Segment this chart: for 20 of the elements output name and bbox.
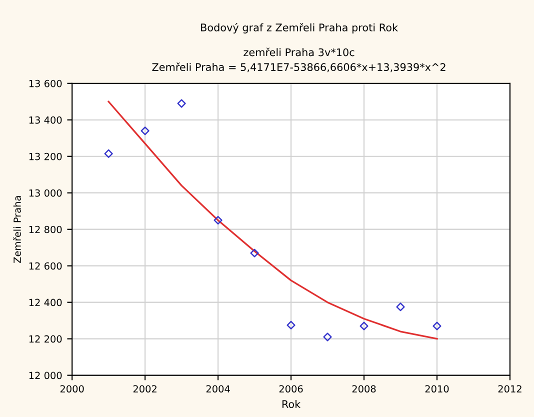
y-tick-label: 12 600	[29, 262, 62, 270]
x-tick-label: 2004	[206, 385, 230, 393]
chart-title: Bodový graf z Zemřeli Praha proti Rok	[201, 22, 398, 34]
y-tick-label: 13 200	[29, 152, 62, 160]
y-tick-label: 13 600	[29, 80, 62, 88]
chart-subtitle: zemřeli Praha 3v*10c Zemřeli Praha = 5,4171E7-53866,6606*x+13,3939*x^2	[152, 48, 446, 72]
x-tick-label: 2012	[498, 385, 522, 393]
y-tick-label: 13 400	[29, 116, 62, 124]
y-tick-label: 12 000	[29, 372, 62, 380]
x-tick-label: 2000	[60, 385, 84, 393]
y-tick-label: 12 400	[29, 298, 62, 306]
x-axis-title: Rok	[282, 400, 301, 408]
y-tick-label: 13 000	[29, 189, 62, 197]
y-axis-title: Zemřeli Praha	[12, 196, 21, 263]
x-tick-label: 2002	[133, 385, 156, 393]
x-tick-label: 2006	[279, 385, 303, 393]
x-tick-label: 2008	[352, 385, 376, 393]
y-tick-label: 12 800	[29, 226, 62, 234]
x-tick-label: 2010	[425, 385, 449, 393]
y-tick-label: 12 200	[29, 335, 62, 343]
